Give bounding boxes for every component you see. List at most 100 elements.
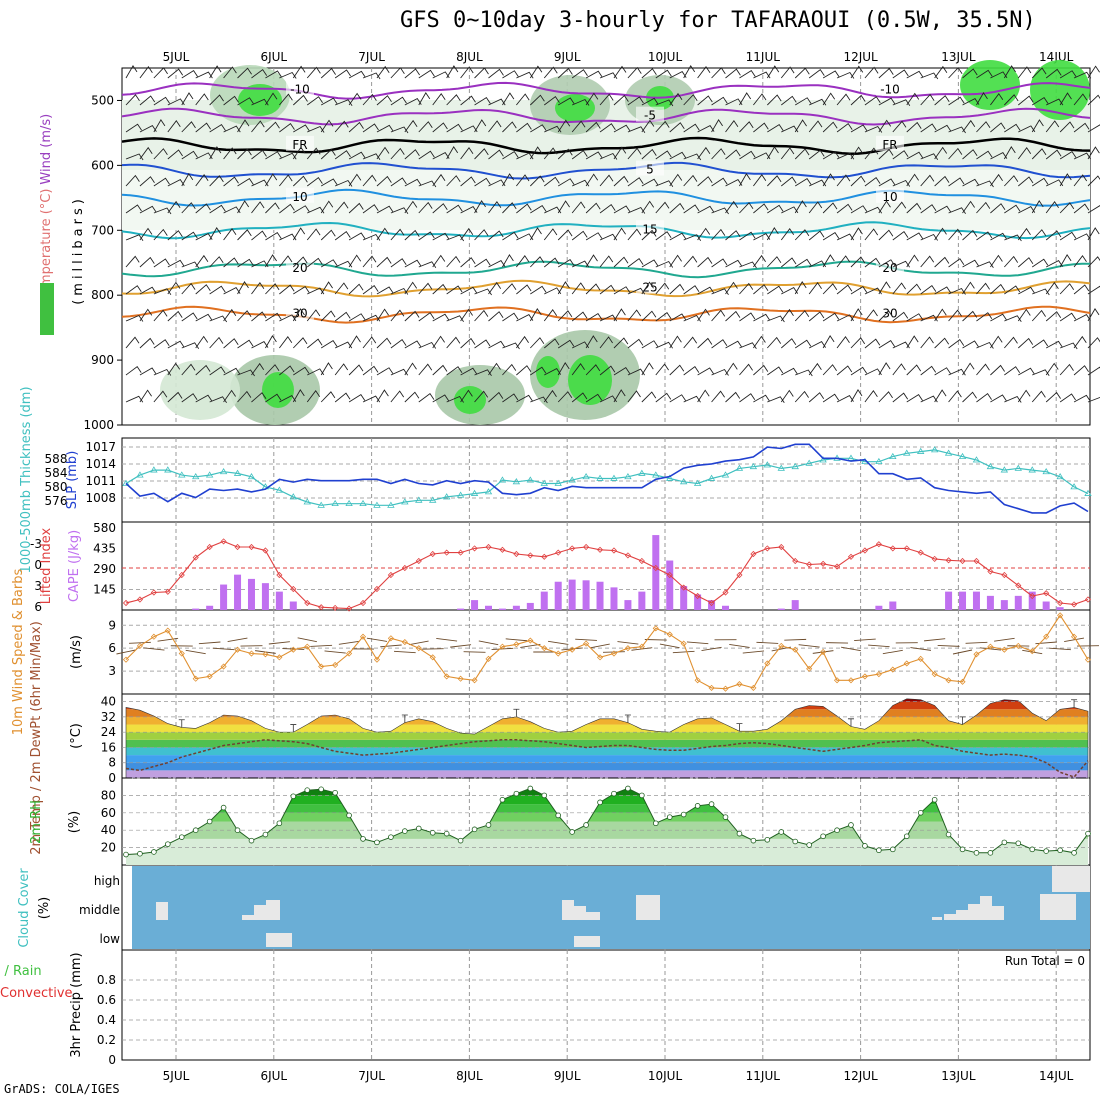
wind-barb xyxy=(292,146,306,160)
rh-point xyxy=(583,822,589,828)
li-point xyxy=(652,564,659,572)
cape-bar xyxy=(1056,607,1064,610)
wind-barb xyxy=(237,258,254,268)
thickness-point xyxy=(164,466,172,473)
wind-barb xyxy=(1018,95,1034,106)
run-total: Run Total = 0 xyxy=(1005,954,1085,968)
wind-barb xyxy=(404,200,418,214)
wind-barb xyxy=(432,232,450,241)
wind-barb xyxy=(181,342,200,350)
rh-shade-band xyxy=(122,170,1090,230)
wind-barb xyxy=(655,201,670,214)
wind-speed-point xyxy=(806,665,813,672)
wind-barb xyxy=(209,227,222,241)
cape-bar xyxy=(694,594,702,610)
li-point xyxy=(234,543,241,551)
temp-contour xyxy=(121,107,1091,126)
wind-barb xyxy=(376,124,394,133)
wind-barb xyxy=(753,203,769,214)
wind-speed-point xyxy=(1001,646,1008,653)
wind-barb xyxy=(697,146,711,160)
wind-barb xyxy=(766,146,779,160)
wind-barb xyxy=(237,369,255,377)
wind-barb xyxy=(767,123,784,133)
li-point xyxy=(778,543,785,551)
thickness-point xyxy=(930,446,939,453)
upper-ylabel: (millibars) xyxy=(71,195,86,305)
panel-frame-precip xyxy=(121,949,1091,1061)
wind-barb xyxy=(934,367,951,376)
rh-point xyxy=(443,830,450,837)
temp-contour xyxy=(121,221,1091,240)
wind-barb xyxy=(446,123,463,133)
rh-point xyxy=(276,820,283,827)
wind-barb xyxy=(404,362,417,376)
wind-barb xyxy=(125,153,144,161)
wind-barb xyxy=(571,201,586,214)
wind-barb xyxy=(293,205,310,214)
wind-barb xyxy=(1004,366,1021,376)
wind-barb xyxy=(237,229,252,241)
wind-barb xyxy=(181,92,194,106)
wind-barb xyxy=(557,119,571,133)
temp-contour xyxy=(121,161,1091,180)
wind-barb xyxy=(474,258,491,268)
wind-barb xyxy=(767,285,784,295)
wind-speed-point xyxy=(359,633,367,640)
upper-ylabel-group: (millibars) xyxy=(71,195,86,305)
wind10m-barb xyxy=(436,638,458,642)
rh-point xyxy=(415,825,422,832)
wind-barb xyxy=(948,177,965,187)
wind-barb xyxy=(167,281,181,295)
wind-barb xyxy=(808,362,822,376)
wind-speed-point xyxy=(346,650,353,657)
cloud-block xyxy=(156,902,168,920)
wind-barb xyxy=(167,362,181,376)
wind-barb xyxy=(1045,362,1059,376)
wind-barb xyxy=(488,311,504,322)
cloud-block xyxy=(636,895,660,920)
wind-barb xyxy=(390,96,407,106)
wind-speed-point xyxy=(680,640,687,647)
cape-bar xyxy=(234,574,242,610)
wind-barb xyxy=(502,121,517,133)
wind-barb xyxy=(320,339,338,349)
wind-barb xyxy=(906,254,919,268)
rh-tick: 80 xyxy=(101,788,116,802)
wind-barb xyxy=(683,123,700,133)
wind-barb xyxy=(543,389,557,403)
wind-barb xyxy=(753,394,770,403)
wind-barb xyxy=(362,255,377,268)
wind-barb xyxy=(571,69,588,79)
wind-barb xyxy=(767,396,785,404)
wind-barb xyxy=(725,362,738,376)
wind-barb xyxy=(320,281,333,295)
wind-barb xyxy=(125,94,140,106)
precip-tick: 0 xyxy=(108,1053,116,1067)
wind-barb xyxy=(348,283,364,295)
wind-barb xyxy=(446,315,464,323)
wind-barb xyxy=(153,67,168,79)
wind-barb xyxy=(516,284,532,295)
wind-barb xyxy=(265,121,280,133)
wind-barb xyxy=(516,174,530,187)
wind-barb xyxy=(906,313,924,322)
wind-speed-point xyxy=(429,654,436,661)
li-point xyxy=(736,571,743,579)
wind-barb xyxy=(753,174,767,187)
li-point xyxy=(833,563,841,570)
wind-barb xyxy=(627,257,644,268)
temp-maxmin-bar xyxy=(178,719,185,728)
cape-bar xyxy=(471,600,479,610)
wind-barb xyxy=(739,92,752,106)
wind-barb xyxy=(780,95,797,106)
rh-point xyxy=(374,839,380,846)
wind-barb xyxy=(348,364,364,376)
wind-barb xyxy=(557,362,570,376)
wind-barb xyxy=(209,285,226,295)
wind-barb xyxy=(334,69,351,79)
wind-barb xyxy=(306,338,323,349)
wind-barb xyxy=(697,367,715,376)
rh-shade xyxy=(454,386,486,414)
wind-barb xyxy=(223,367,241,376)
